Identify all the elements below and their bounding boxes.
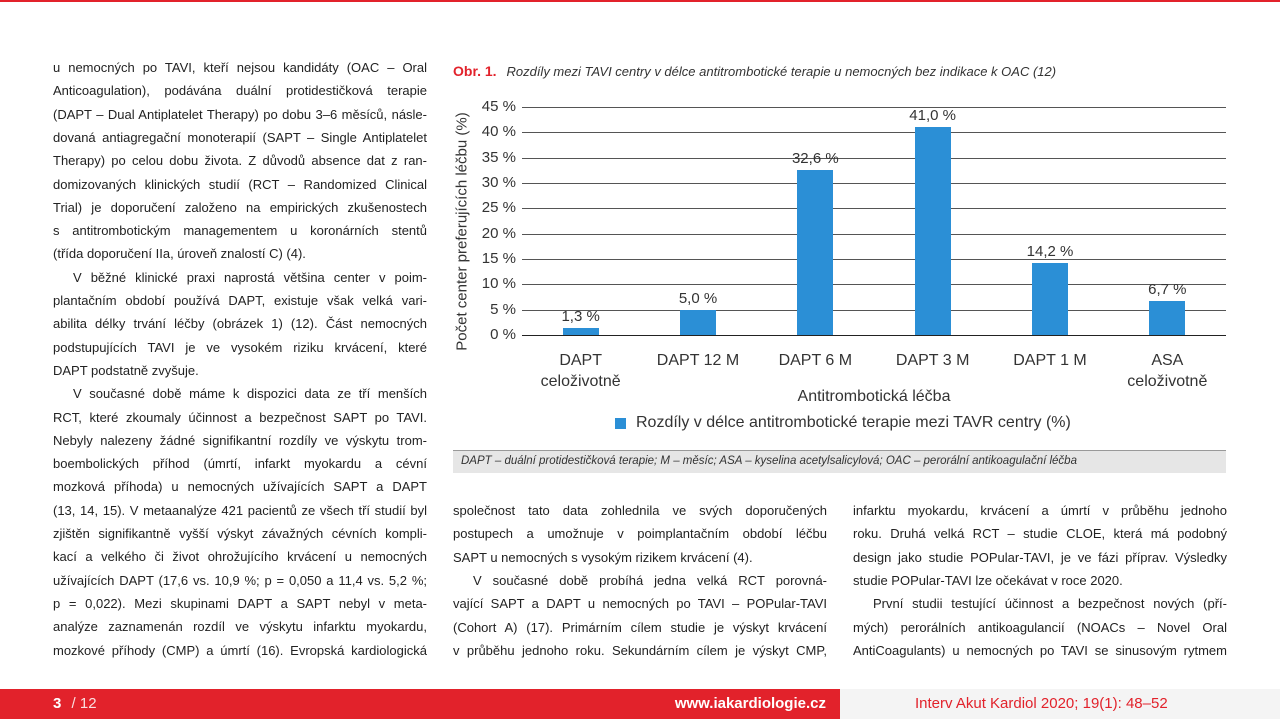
bar xyxy=(1149,301,1186,335)
grid-line xyxy=(522,157,1226,159)
text-line: AntiCoagulants) u nemocných po TAVI se s… xyxy=(853,642,1227,658)
text-line: boembolických příhod (úmrtí, infarkt myo… xyxy=(53,456,427,472)
text-line: v průběhu jednoho roku. Sekundárním cíle… xyxy=(453,642,827,658)
text-line: DAPT podstatně zvyšuje. xyxy=(53,362,199,378)
text-line: Nebyly nalezeny žádné signifikantní rozd… xyxy=(53,432,427,448)
y-tick-label: 15 % xyxy=(481,250,516,267)
text-line: dovaná antiagregační monoterapií (SAPT –… xyxy=(53,129,427,145)
bar xyxy=(914,127,951,335)
x-tick-label: DAPT 12 M xyxy=(656,352,740,369)
bar xyxy=(562,328,599,335)
y-tick-label: 0 % xyxy=(490,326,516,343)
y-tick-label: 40 % xyxy=(481,123,516,141)
y-axis-title: Počet center preferujících léčbu (%) xyxy=(453,112,471,351)
text-line: podstupujících TAVI je ve vysokém riziku… xyxy=(53,339,427,355)
grid-line xyxy=(522,107,1226,108)
text-line: užívajících DAPT (17,6 vs. 10,9 %; p = 0… xyxy=(53,572,427,588)
text-line: vající SAPT a DAPT u nemocných po TAVI –… xyxy=(453,596,827,612)
footer-right xyxy=(840,689,1280,719)
text-line: roku. Druhá velká RCT – studie CLOE, kte… xyxy=(853,526,1227,542)
text-line: Trial) je doporučení založeno na empiric… xyxy=(53,199,427,215)
value-label: 6,7 % xyxy=(1148,281,1187,299)
page-total: / 12 xyxy=(71,695,97,712)
text-line: studie POPular-TAVI lze očekávat v roce … xyxy=(853,572,1123,588)
value-label: 14,2 % xyxy=(1026,243,1074,261)
text-line: infarktu myokardu, krvácení a úmrtí v pr… xyxy=(853,503,1227,518)
value-label: 5,0 % xyxy=(678,289,718,307)
legend-swatch xyxy=(615,418,626,429)
grid-line xyxy=(522,183,1226,184)
y-tick-label: 30 % xyxy=(481,174,516,191)
value-label: 1,3 % xyxy=(561,308,600,326)
grid-line xyxy=(522,335,1226,336)
y-tick-label: 5 % xyxy=(490,300,516,318)
citation: Interv Akut Kardiol 2020; 19(1): 48–52 xyxy=(915,695,1168,712)
y-tick-label: 45 % xyxy=(481,98,516,115)
x-tick-label: DAPT celoživotně xyxy=(540,352,621,390)
text-line: kací a velkého či život ohrožujícího krv… xyxy=(53,549,427,565)
y-tick-label: 20 % xyxy=(481,224,516,242)
x-axis-title: Antitrombotická léčba xyxy=(797,388,951,405)
figure-caption: Obr. 1. Rozdíly mezi TAVI centry v délce… xyxy=(453,63,1056,79)
grid-line xyxy=(522,233,1226,235)
text-line: Anticoagulation), podávána duální protid… xyxy=(53,83,427,99)
text-line: u nemocných po TAVI, kteří nejsou kandid… xyxy=(53,60,427,75)
grid-line xyxy=(522,309,1226,311)
website: www.iakardiologie.cz xyxy=(674,695,826,712)
text-line: Therapy) po celou dobu života. Z důvodů … xyxy=(53,153,427,169)
footer-bar xyxy=(0,689,840,719)
text-line: postupech a umožnuje v poimplantačním ob… xyxy=(453,526,827,542)
figure-label: Obr. 1. xyxy=(453,63,497,79)
text-line: domizovaných klinických studií (RCT – Ra… xyxy=(53,176,427,192)
page-number: 3 / 12 xyxy=(53,695,97,712)
text-line: mých) perorálních antikoagulancií (NOACs… xyxy=(853,619,1227,635)
top-rule xyxy=(0,0,1280,2)
text-line: p = 0,022). Mezi skupinami DAPT a SAPT n… xyxy=(53,595,427,611)
text-line: První studii testující účinnost a bezpeč… xyxy=(873,596,1227,612)
bar xyxy=(797,169,834,335)
legend-label: Rozdíly v délce antitrombotické terapie … xyxy=(636,414,1071,431)
text-line: (13, 14, 15). V metaanalýze 421 pacientů… xyxy=(53,502,427,518)
grid-line xyxy=(522,259,1226,260)
x-tick-label: DAPT 1 M xyxy=(1013,352,1087,369)
page-current: 3 xyxy=(53,695,62,712)
text-line: RCT, které zkoumaly účinnost a bezpečnos… xyxy=(53,409,427,425)
text-line: V současné době probíhá jedna velká RCT … xyxy=(473,572,827,588)
text-line: zjištěn signifikantně vyšší výskyt závaž… xyxy=(53,526,427,541)
text-line: design jako studie POPular-TAVI, je ve f… xyxy=(853,549,1227,565)
text-line: mozková příhoda) u nemocných užívajících… xyxy=(53,479,427,495)
grid-line xyxy=(522,132,1226,134)
text-line: V běžné klinické praxi naprostá většina … xyxy=(73,269,427,285)
text-line: společnost tato data zohlednila ve svých… xyxy=(453,503,827,518)
text-line: analýze zaznamenán rozdíl ve výskytu inf… xyxy=(53,619,427,635)
text-line: SAPT u nemocných s vysokým rizikem krvác… xyxy=(453,549,753,565)
text-line: (Cohort A) (17). Primárním cílem studie … xyxy=(453,619,827,635)
grid-line xyxy=(522,284,1226,286)
figure-note: DAPT – duální protidestičková terapie; M… xyxy=(461,455,1077,467)
x-tick-label: ASA celoživotně xyxy=(1127,352,1208,390)
y-tick-label: 10 % xyxy=(481,275,516,293)
text-line: plantačním období používá DAPT, existuje… xyxy=(53,293,427,308)
bar xyxy=(680,309,716,335)
value-label: 41,0 % xyxy=(909,107,956,125)
bar xyxy=(1032,263,1068,335)
y-tick-label: 25 % xyxy=(481,199,516,217)
figure-title: Rozdíly mezi TAVI centry v délce antitro… xyxy=(506,64,1057,79)
text-line: V současné době máme k dispozici data ze… xyxy=(73,386,427,402)
grid-line xyxy=(522,208,1226,210)
text-line: abilita délky trvání léčby (obrázek 1) (… xyxy=(53,316,427,332)
x-tick-label: DAPT 6 M xyxy=(778,352,853,369)
text-line: mozkové příhody (CMP) a úmrtí (16). Evro… xyxy=(53,642,427,658)
figure-note-box: DAPT – duální protidestičková terapie; M… xyxy=(453,450,1226,473)
text-line: s antitrombotickým managementem u koroná… xyxy=(53,223,427,239)
text-line: (třída doporučení IIa, úroveň znalostí C… xyxy=(53,246,306,262)
value-label: 32,6 % xyxy=(791,149,839,167)
text-line: (DAPT – Dual Antiplatelet Therapy) po do… xyxy=(53,106,427,122)
x-tick-label: DAPT 3 M xyxy=(895,352,970,369)
y-tick-label: 35 % xyxy=(481,148,516,166)
